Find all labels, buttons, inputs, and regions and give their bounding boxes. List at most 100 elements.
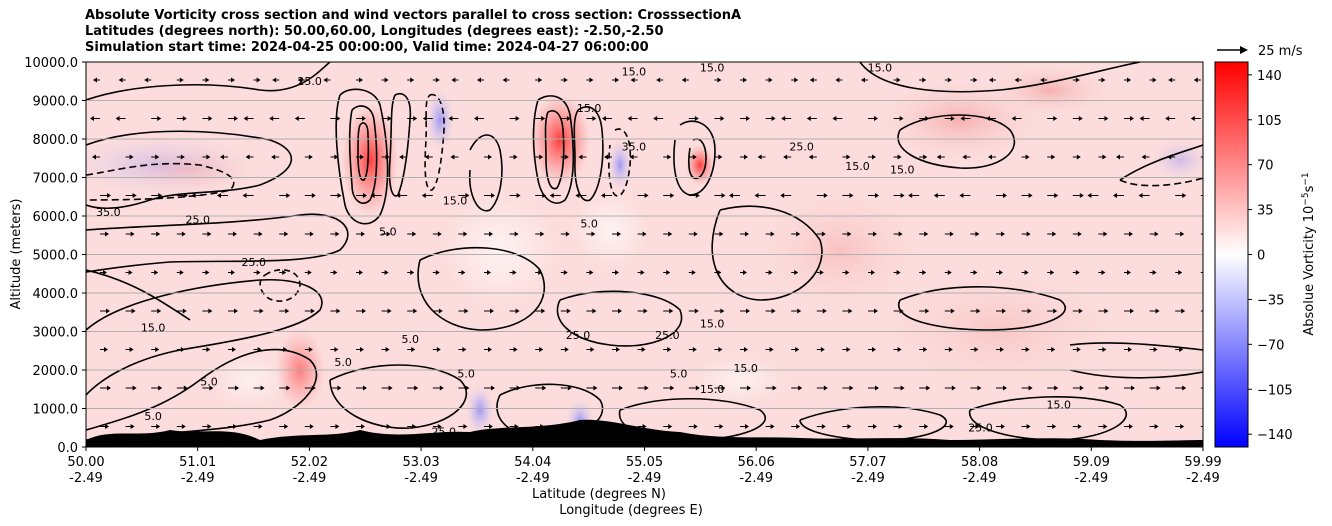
wind-vector-head (209, 385, 214, 391)
wind-vector-head (754, 193, 759, 198)
wind-vector-head (512, 270, 517, 275)
wind-vector-head (309, 231, 314, 237)
terrain-contours (86, 419, 1203, 447)
x-tick-label-lon: -2.49 (69, 471, 103, 486)
wind-vector-head (593, 385, 598, 391)
wind-vector-head (1152, 77, 1157, 83)
wind-vector-head (846, 347, 851, 352)
wind-vector-head (232, 347, 236, 352)
x-tick-label-lat: 56.06 (738, 455, 775, 470)
wind-vector-head (1165, 116, 1170, 121)
wind-vector-head (933, 193, 938, 198)
wind-vector-head (1206, 424, 1210, 429)
x-axis-label-longitude: Longitude (degrees E) (559, 503, 703, 518)
wind-vector-head (183, 193, 188, 198)
wind-vector-head (668, 231, 673, 237)
x-axis: 50.00-2.4951.01-2.4952.02-2.4953.03-2.49… (67, 447, 1222, 486)
contour-label: 15.0 (700, 62, 725, 75)
wind-vector-head (823, 193, 828, 198)
y-tick-label: 3000.0 (33, 326, 79, 341)
wind-vector-head (129, 154, 134, 160)
wind-vector-head (1040, 77, 1045, 83)
wind-vector-head (975, 424, 980, 429)
wind-vector-head (643, 308, 648, 314)
chart-title-line-1: Absolute Vorticity cross section and win… (85, 8, 742, 23)
wind-vector-head (130, 231, 135, 237)
colorbar-tick-label: −140 (1257, 428, 1293, 443)
wind-vector-head (208, 116, 213, 121)
x-tick-label-lon: -2.49 (293, 471, 327, 486)
wind-vector-head (1102, 347, 1107, 352)
wind-vector-head (451, 77, 456, 83)
wind-vector-head (897, 347, 902, 352)
wind-vector-head (258, 231, 263, 237)
wind-vector-head (846, 154, 851, 160)
wind-vector-head (999, 270, 1003, 275)
wind-vector-head (360, 347, 364, 352)
wind-vector-head (872, 347, 876, 352)
wind-vector-head (208, 308, 213, 314)
wind-vector-head (256, 77, 261, 83)
wind-vector-head (666, 270, 671, 275)
wind-vector-head (128, 270, 133, 275)
wind-vector-head (720, 116, 725, 121)
wind-vector-head (1128, 347, 1132, 352)
wind-vector-head (1129, 424, 1133, 429)
wind-vector-head (781, 116, 786, 121)
wind-vector-head (491, 193, 495, 198)
wind-vector-head (719, 231, 724, 237)
wind-vector-head (1168, 77, 1173, 83)
colorbar-tick-label: 35 (1257, 204, 1274, 219)
wind-vector-head (474, 116, 478, 121)
wind-vector-head (310, 308, 315, 314)
wind-vector-head (286, 385, 291, 391)
wind-vector-head (284, 424, 289, 429)
wind-vector-head (973, 77, 978, 83)
x-tick-label-lon: -2.49 (1074, 471, 1108, 486)
wind-vector-head (1130, 116, 1134, 121)
wind-vector-head (538, 270, 543, 275)
wind-vector-head (848, 308, 853, 314)
wind-vector-head (131, 308, 136, 314)
wind-vector-head (629, 154, 634, 160)
wind-vector-head (1178, 270, 1183, 275)
wind-vector-head (591, 424, 596, 429)
wind-vector-head (691, 270, 696, 275)
wind-vector-head (490, 308, 494, 314)
wind-vector-head (667, 154, 672, 160)
wind-vector-head (875, 385, 879, 391)
wind-vector-head (1190, 116, 1195, 121)
contour-lines (86, 62, 1203, 441)
y-tick-label: 9000.0 (33, 95, 79, 110)
wind-vector-head (873, 231, 877, 237)
wind-vector-head (564, 154, 569, 160)
wind-vector-head (1001, 424, 1005, 429)
wind-vector-head (974, 347, 979, 352)
wind-vector-head (1003, 193, 1007, 198)
wind-vector-head (1127, 270, 1131, 275)
wind-vector-head (1076, 154, 1081, 160)
wind-vector-head (717, 77, 722, 83)
wind-vector-head (847, 231, 852, 237)
wind-vector-head (243, 116, 248, 121)
wind-vector-head (1087, 193, 1092, 198)
wind-vector-head (1155, 308, 1160, 314)
wind-vector-head (1179, 347, 1184, 352)
wind-vector-head (538, 77, 543, 83)
x-tick-label-lon: -2.49 (739, 471, 773, 486)
wind-vector-head (601, 193, 605, 198)
wind-vector-head (156, 231, 161, 237)
wind-vector-head (619, 385, 623, 391)
wind-vector-head (973, 270, 978, 275)
wind-vector-head (115, 116, 120, 121)
wind-vector-head (757, 154, 762, 160)
wind-vector-head (1208, 193, 1212, 198)
wind-vector-head (976, 308, 981, 314)
wind-vector-head (132, 385, 137, 391)
wind-vector-head (384, 77, 389, 83)
wind-vector-head (1014, 77, 1019, 83)
wind-vector-head (513, 154, 518, 160)
wind-vector-head (794, 270, 799, 275)
x-tick-label-lat: 57.07 (849, 455, 886, 470)
wind-vector-head (180, 154, 185, 160)
